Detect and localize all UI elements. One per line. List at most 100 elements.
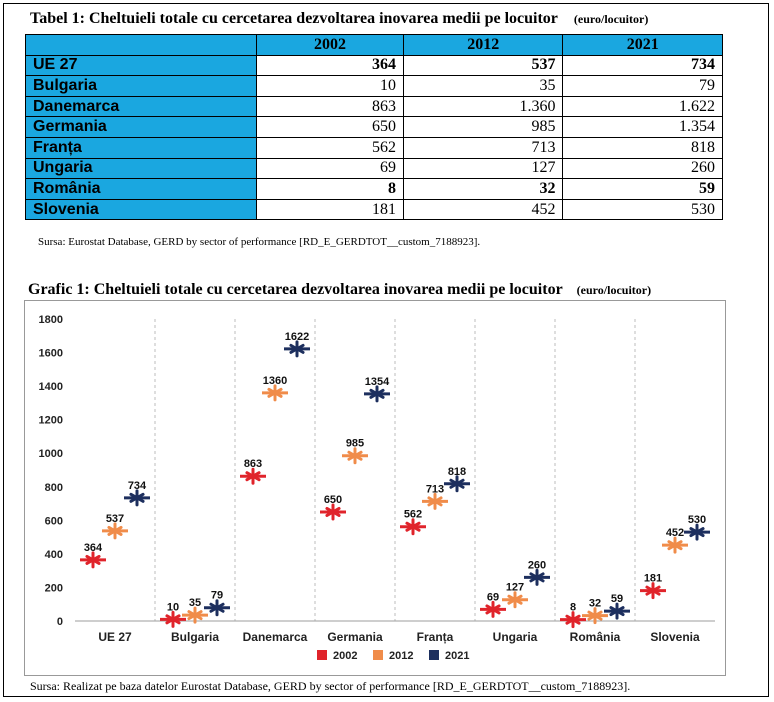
table-cell: 1.354	[562, 116, 723, 138]
y-tick-label: 1000	[39, 448, 63, 460]
table-cell: 1.622	[562, 95, 723, 118]
table-cell: 32	[402, 178, 564, 200]
data-label: 69	[487, 591, 499, 603]
row-label: Bulgaria	[25, 75, 257, 97]
legend-swatch-2012	[373, 650, 383, 660]
table-cell: 650	[256, 116, 404, 138]
row-label: Slovenia	[25, 198, 257, 221]
data-point-2021	[364, 385, 390, 403]
table-header-row: 2002 2012 2021	[25, 34, 723, 56]
table-cell: 69	[256, 157, 404, 180]
data-label: 260	[528, 559, 546, 571]
table-cell: 10	[256, 75, 404, 97]
data-table: 2002 2012 2021 UE 27 364 537 734 Bulgari…	[25, 34, 723, 221]
data-point-2012	[262, 384, 288, 402]
data-point-2012	[182, 606, 208, 624]
data-label: 452	[666, 527, 684, 539]
x-tick-label: Germania	[327, 630, 383, 644]
y-tick-label: 0	[57, 616, 63, 628]
y-tick-label: 600	[45, 515, 63, 527]
table-header-cell	[25, 34, 257, 56]
chart-svg: 0 200 400 600 800 1000 1200 1400 1600 1800 UE 27 Bu…	[39, 314, 715, 662]
table-cell: 734	[562, 54, 723, 77]
table-cell: 59	[562, 178, 723, 200]
table-title: Tabel 1: Cheltuieli totale cu cercetarea…	[30, 10, 730, 28]
data-label: 1360	[263, 375, 287, 387]
table-header-cell: 2002	[256, 34, 404, 56]
data-label: 10	[167, 601, 179, 613]
chart-area: 0 200 400 600 800 1000 1200 1400 1600 1800 UE 27 Bu…	[24, 300, 726, 676]
table-cell: 863	[256, 95, 404, 118]
y-tick-label: 800	[45, 482, 63, 494]
chart-unit: (euro/locuitor)	[576, 283, 652, 297]
y-tick-label: 1200	[39, 415, 63, 427]
data-point-2021	[284, 340, 310, 358]
table-row: Bulgaria 10 35 79	[25, 75, 723, 97]
table-cell: 562	[256, 136, 404, 159]
data-point-2002	[240, 467, 266, 485]
x-tick-label: Bulgaria	[171, 630, 219, 644]
data-point-2002	[400, 518, 426, 536]
data-point-2002	[560, 611, 586, 629]
x-tick-label: Danemarca	[243, 630, 308, 644]
data-label: 79	[211, 590, 223, 602]
y-tick-label: 1600	[39, 348, 63, 360]
row-label: Ungaria	[25, 157, 257, 180]
data-point-2021	[604, 602, 630, 620]
table-header-cell: 2021	[562, 34, 723, 56]
table-cell: 1.360	[402, 95, 564, 118]
data-label: 863	[244, 458, 262, 470]
data-label: 364	[84, 542, 103, 554]
row-label: Germania	[25, 116, 257, 138]
table-cell: 127	[402, 157, 564, 180]
table-cell: 452	[402, 198, 564, 221]
data-label: 537	[106, 513, 124, 525]
table-row: Germania 650 985 1.354	[25, 116, 723, 138]
table-row: Franța 562 713 818	[25, 136, 723, 159]
data-label: 35	[189, 597, 201, 609]
chart-title: Grafic 1: Cheltuieli totale cu cercetare…	[28, 281, 651, 299]
table-cell: 985	[402, 116, 564, 138]
table-source: Sursa: Eurostat Database, GERD by sector…	[38, 236, 481, 248]
y-tick-label: 1800	[39, 314, 63, 326]
table-row: UE 27 364 537 734	[25, 54, 723, 77]
data-label: 985	[346, 438, 364, 450]
data-label: 8	[570, 602, 576, 614]
data-label: 650	[324, 494, 342, 506]
legend-swatch-2002	[317, 650, 327, 660]
data-label: 59	[611, 593, 623, 605]
x-tick-label: România	[570, 630, 621, 644]
data-label: 530	[688, 514, 706, 526]
data-label: 734	[128, 480, 147, 492]
data-point-2021	[684, 523, 710, 541]
x-tick-label: UE 27	[98, 630, 132, 644]
table-cell: 260	[562, 157, 723, 180]
data-point-2012	[502, 591, 528, 609]
legend-label: 2002	[333, 650, 357, 662]
data-label: 127	[506, 582, 524, 594]
legend-label: 2012	[389, 650, 413, 662]
data-point-2021	[524, 568, 550, 586]
data-point-2002	[160, 610, 186, 628]
data-point-2021	[444, 475, 470, 493]
row-label: UE 27	[25, 54, 257, 77]
data-label: 1354	[365, 376, 390, 388]
data-label: 1622	[285, 331, 309, 343]
chart-title-text: Grafic 1: Cheltuieli totale cu cercetare…	[28, 281, 563, 298]
data-label: 181	[644, 573, 662, 585]
data-point-2012	[662, 536, 688, 554]
data-label: 713	[426, 483, 444, 495]
data-point-2002	[80, 551, 106, 569]
table-row: Ungaria 69 127 260	[25, 157, 723, 180]
table-cell: 537	[402, 54, 564, 77]
data-point-2012	[342, 447, 368, 465]
table-unit: (euro/locuitor)	[573, 12, 649, 26]
data-point-2012	[582, 607, 608, 625]
x-tick-label: Ungaria	[493, 630, 538, 644]
data-point-2012	[422, 492, 448, 510]
table-header-cell: 2012	[402, 34, 564, 56]
table-cell: 713	[402, 136, 564, 159]
table-cell: 181	[256, 198, 404, 221]
table-cell: 530	[562, 198, 723, 221]
legend-swatch-2021	[429, 650, 439, 660]
